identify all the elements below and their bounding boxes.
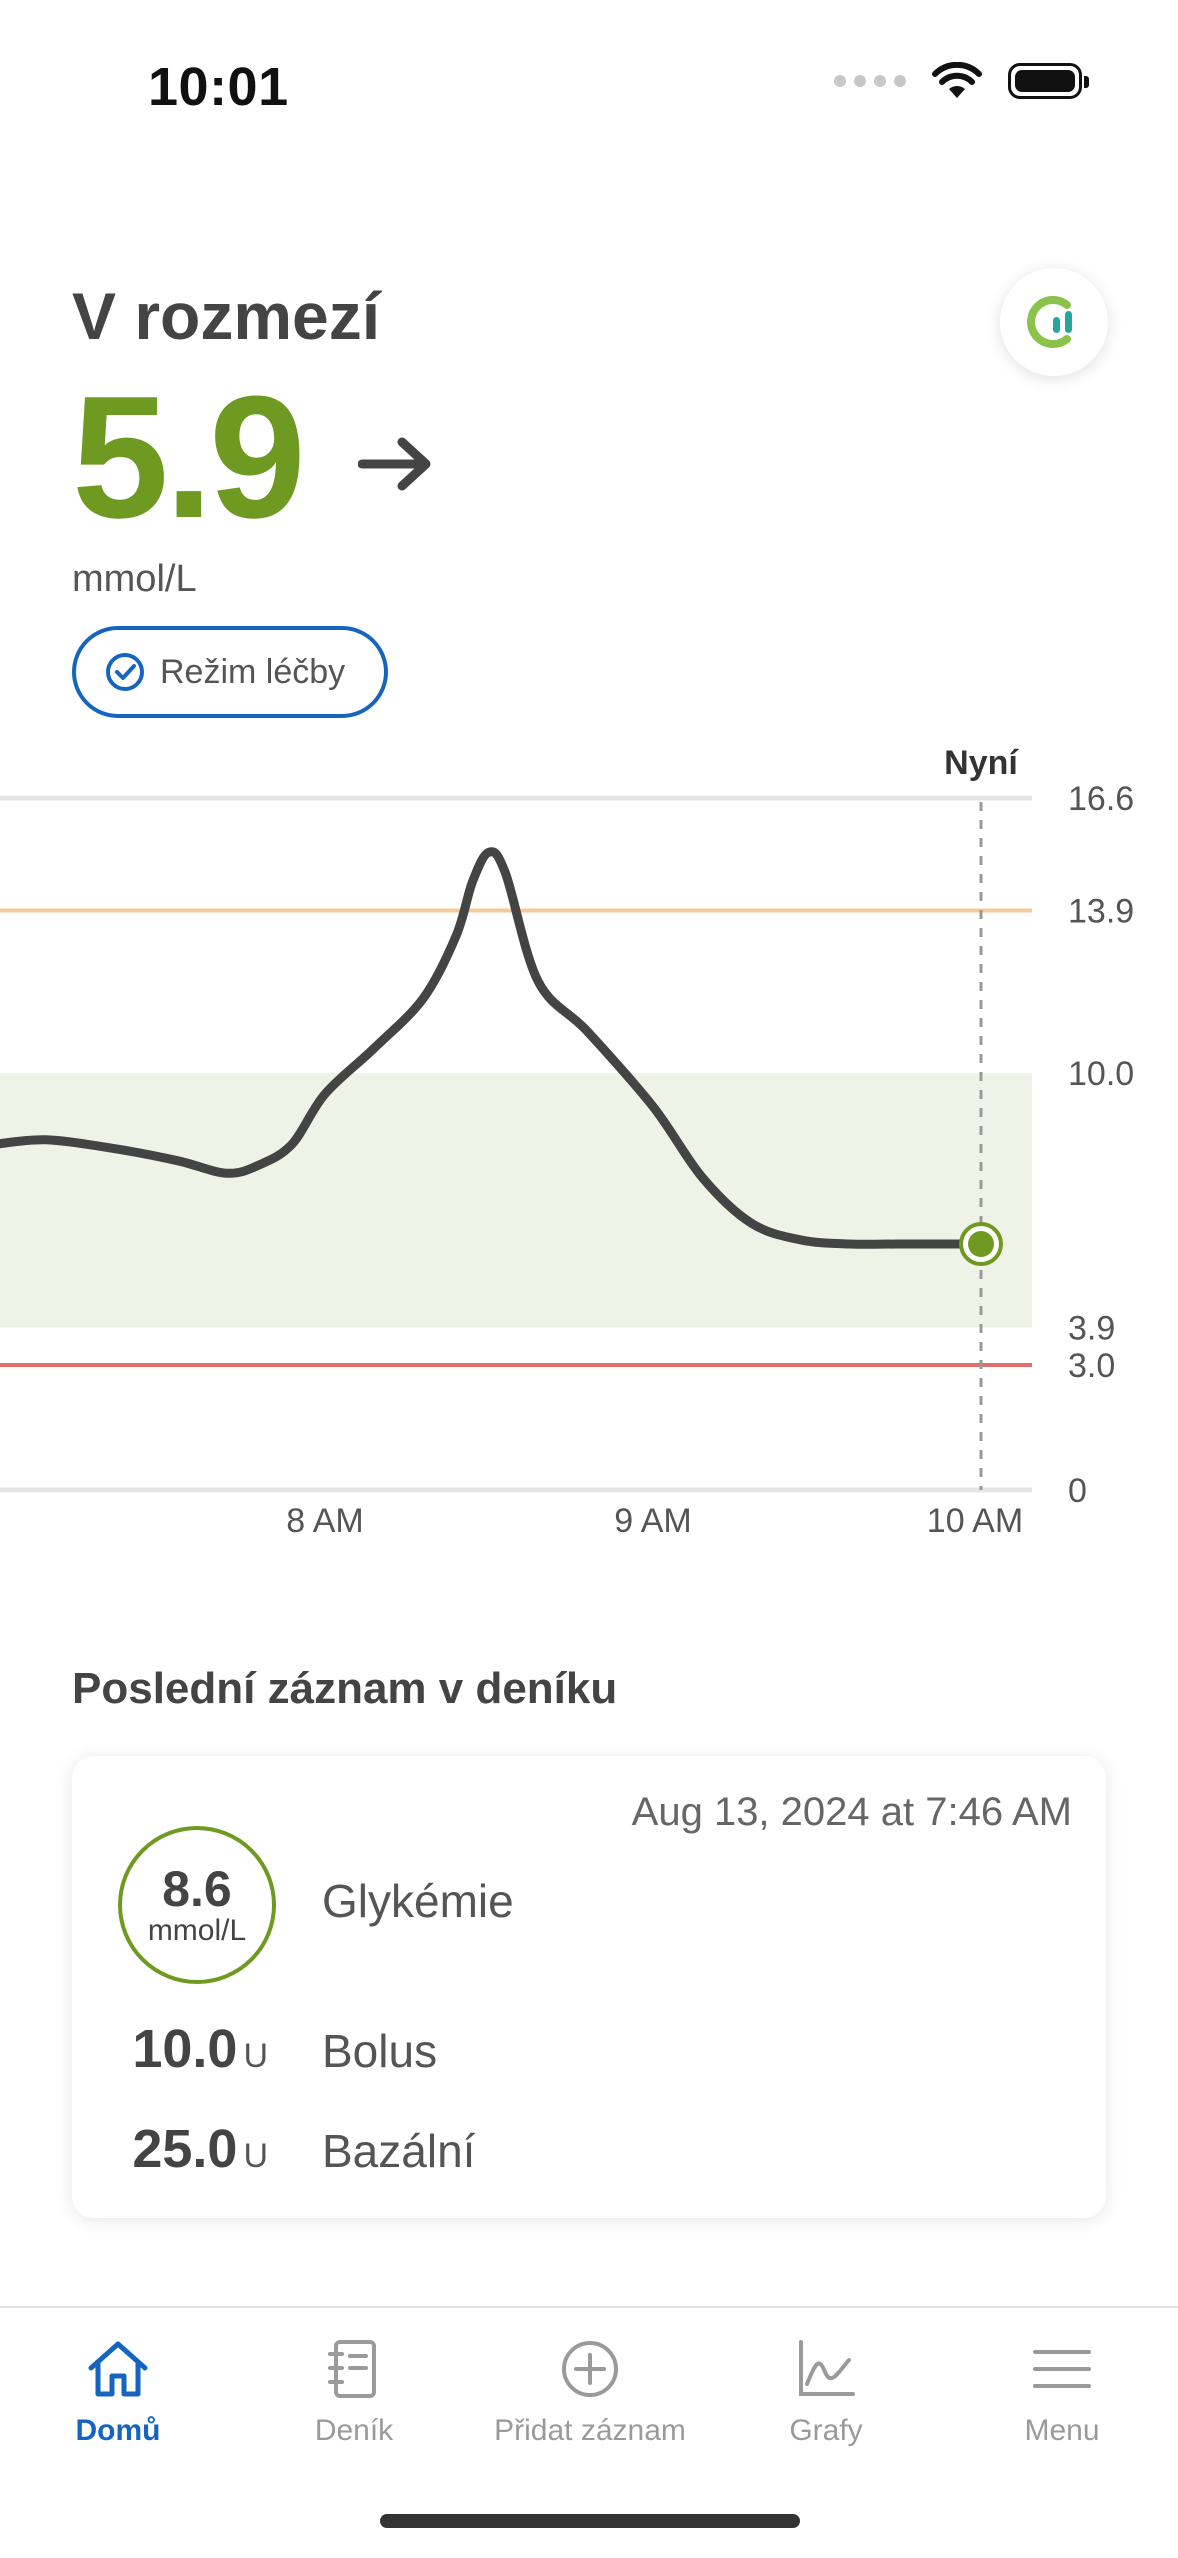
entry-glucose-label: Glykémie xyxy=(322,1875,514,1927)
entry-glucose-unit: mmol/L xyxy=(147,1914,247,1947)
tab-charts[interactable]: Grafy xyxy=(708,2338,944,2448)
tab-bar: Domů Deník Přidat záznam Grafy Menu xyxy=(0,2306,1178,2558)
tab-add-entry[interactable]: Přidat záznam xyxy=(472,2338,708,2448)
app-logo-icon xyxy=(1027,296,1072,348)
tab-home-label: Domů xyxy=(75,2414,161,2447)
basal-dose: 25.0 U xyxy=(118,2118,268,2180)
glucose-trace-line xyxy=(0,847,986,1249)
tab-charts-label: Grafy xyxy=(789,2414,863,2447)
menu-icon xyxy=(1033,2350,1091,2388)
y-tick-label: 16.6 xyxy=(1068,780,1134,818)
entry-glucose-value: 8.6 xyxy=(162,1861,232,1917)
glucose-unit: mmol/L xyxy=(72,558,197,600)
y-tick-label: 3.9 xyxy=(1068,1309,1115,1347)
tab-add-entry-label: Přidat záznam xyxy=(494,2414,686,2447)
glucose-chart: Nyní 16.6 13.9 10.0 3.93.0 0 8 AM 9 AM 10 AM xyxy=(0,744,1134,1540)
current-reading-point xyxy=(968,1231,994,1258)
therapy-mode-button[interactable]: Režim léčby xyxy=(72,626,388,718)
glucose-reading-badge: 8.6 mmol/L xyxy=(118,1826,276,1984)
x-tick-label: 9 AM xyxy=(614,1502,691,1540)
therapy-mode-label: Režim léčby xyxy=(160,652,346,691)
bolus-unit: U xyxy=(243,2037,268,2075)
home-icon xyxy=(88,2341,148,2397)
y-tick-label: 3.0 xyxy=(1068,1347,1115,1385)
status-icons xyxy=(834,62,1089,100)
target-range-band xyxy=(0,1073,1032,1328)
y-tick-label: 0 xyxy=(1068,1472,1087,1510)
home-indicator xyxy=(380,2514,800,2528)
status-time: 10:01 xyxy=(148,57,289,117)
steady-arrow-icon xyxy=(358,437,431,491)
bolus-value: 10.0 xyxy=(132,2019,238,2079)
tab-diary[interactable]: Deník xyxy=(236,2338,472,2448)
tab-menu[interactable]: Menu xyxy=(944,2338,1178,2448)
current-glucose-value: 5.9 xyxy=(72,359,306,554)
basal-label: Bazální xyxy=(322,2125,476,2177)
battery-icon xyxy=(1008,63,1089,99)
tab-menu-label: Menu xyxy=(1024,2414,1100,2447)
bolus-label: Bolus xyxy=(322,2025,438,2077)
entry-date: Aug 13, 2024 at 7:46 AM xyxy=(631,1790,1072,1834)
basal-unit: U xyxy=(243,2137,268,2175)
add-circle-icon xyxy=(562,2341,618,2397)
last-entry-title: Poslední záznam v deníku xyxy=(72,1664,618,1713)
wifi-icon xyxy=(932,62,982,98)
basal-value: 25.0 xyxy=(132,2119,238,2179)
chart-icon xyxy=(799,2340,855,2396)
tab-diary-label: Deník xyxy=(314,2414,394,2447)
y-tick-label: 10.0 xyxy=(1068,1055,1134,1093)
notebook-icon xyxy=(328,2340,376,2398)
signal-dots-icon xyxy=(834,75,906,87)
last-entry-card[interactable]: Aug 13, 2024 at 7:46 AM 8.6 mmol/L Glyké… xyxy=(72,1756,1106,2218)
now-label: Nyní xyxy=(944,744,1019,782)
app-logo-button[interactable] xyxy=(1000,268,1108,376)
x-tick-label: 8 AM xyxy=(286,1502,363,1540)
check-circle-icon xyxy=(106,653,144,691)
y-tick-label: 13.9 xyxy=(1068,893,1134,931)
bolus-dose: 10.0 U xyxy=(118,2018,268,2080)
tab-home[interactable]: Domů xyxy=(0,2338,236,2448)
x-tick-label: 10 AM xyxy=(927,1502,1023,1540)
range-status-title: V rozmezí xyxy=(72,279,381,353)
